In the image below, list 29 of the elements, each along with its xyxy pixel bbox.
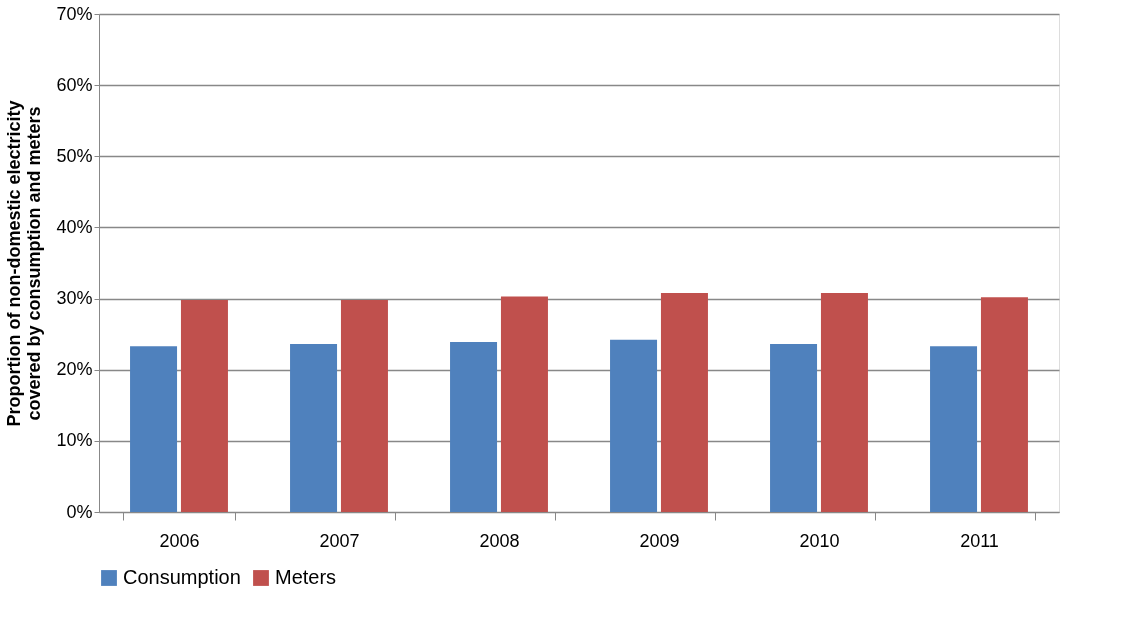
bar — [980, 297, 1028, 512]
bar — [340, 299, 388, 512]
legend-label: Consumption — [123, 566, 241, 588]
x-tick-label: 2011 — [960, 530, 999, 551]
bar — [660, 292, 708, 512]
x-tick-label: 2009 — [639, 530, 680, 551]
bar — [500, 296, 548, 512]
y-tick-label: 10% — [56, 430, 93, 451]
bar — [450, 341, 498, 512]
y-tick-label: 50% — [56, 145, 93, 166]
x-tick-label: 2008 — [479, 530, 520, 551]
bar — [290, 344, 338, 512]
y-tick-label: 40% — [56, 216, 93, 237]
bar — [820, 292, 868, 512]
y-tick-label: 60% — [56, 74, 93, 95]
y-tick-label: 20% — [56, 359, 93, 380]
y-tick-label: 0% — [66, 501, 93, 522]
y-tick-label: 30% — [56, 288, 93, 309]
x-tick-label: 2010 — [799, 530, 840, 551]
y-axis-title: Proportion of non-domestic electricity covered by consumption and meters — [4, 100, 45, 427]
legend-label: Meters — [275, 566, 337, 588]
y-tick-label: 70% — [56, 3, 93, 24]
bar — [930, 346, 978, 512]
bar — [130, 346, 178, 512]
x-tick-label: 2007 — [319, 530, 360, 551]
bar — [180, 299, 228, 512]
bar — [610, 339, 658, 512]
bar — [770, 344, 818, 512]
x-tick-label: 2006 — [159, 530, 200, 551]
